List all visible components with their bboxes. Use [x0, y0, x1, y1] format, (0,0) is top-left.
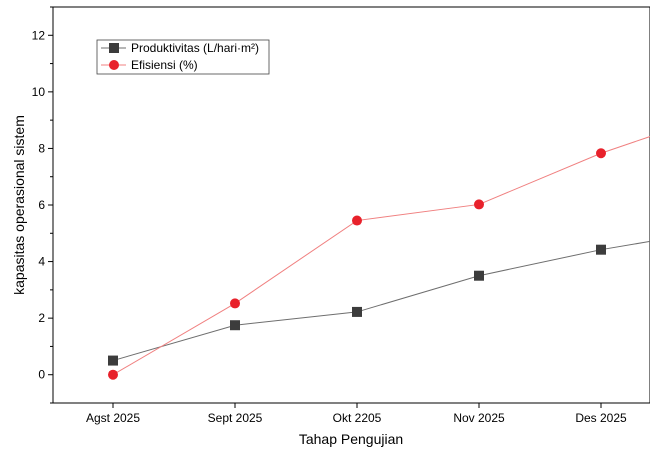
data-point [230, 298, 240, 309]
data-point [596, 148, 606, 159]
y-axis: 0 2 4 6 8 10 12 [32, 6, 53, 404]
y-tick-label: 6 [38, 198, 45, 212]
y-tick-label: 12 [32, 28, 46, 42]
y-tick-label: 0 [38, 368, 45, 382]
legend-label-efisiensi: Efisiensi (%) [131, 58, 198, 72]
data-point [108, 355, 118, 366]
series-layer [108, 136, 650, 380]
data-point [352, 306, 362, 317]
legend-label-produktivitas: Produktivitas (L/hari·m²) [131, 41, 259, 55]
y-tick-label: 2 [38, 311, 45, 325]
x-tick-label: Okt 2205 [333, 411, 382, 425]
series-line [112, 136, 650, 376]
legend-marker-efisiensi [109, 60, 119, 70]
data-point [352, 215, 362, 226]
data-point [230, 320, 240, 331]
data-point [474, 199, 484, 210]
data-point [108, 369, 118, 380]
x-tick-label: Nov 2025 [453, 411, 505, 425]
y-axis-title: kapasitas operasional sistem [11, 115, 27, 295]
series-0 [108, 240, 650, 366]
x-axis-title: Tahap Pengujian [299, 431, 403, 447]
series-line [112, 240, 650, 362]
legend-marker-produktivitas [109, 43, 119, 53]
y-tick-label: 4 [38, 255, 45, 269]
legend: Produktivitas (L/hari·m²) Efisiensi (%) [96, 39, 270, 75]
x-tick-label: Agst 2025 [86, 411, 140, 425]
data-point [474, 270, 484, 281]
x-tick-label: Des 2025 [575, 411, 627, 425]
legend-box [96, 39, 270, 75]
x-tick-label: Sept 2025 [208, 411, 263, 425]
data-point [596, 244, 606, 255]
series-1 [108, 136, 650, 380]
y-tick-label: 8 [38, 141, 45, 155]
y-tick-label: 10 [32, 85, 46, 99]
x-axis: Agst 2025 Sept 2025 Okt 2205 Nov 2025 Des 20… [86, 403, 627, 425]
